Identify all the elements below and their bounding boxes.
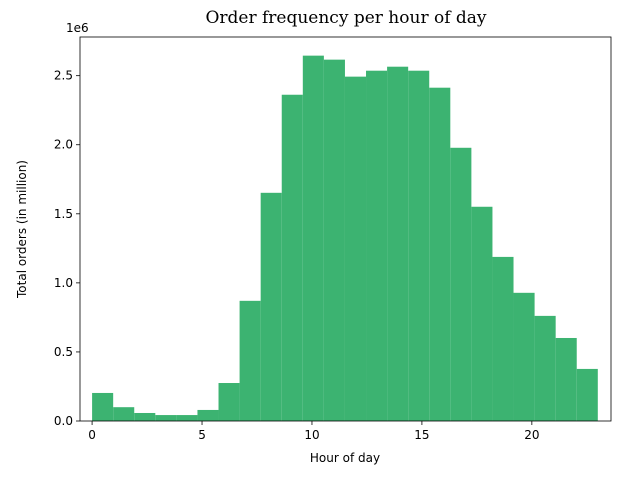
x-tick-label: 15 [414,428,429,442]
bar [218,383,240,421]
y-tick-label: 1.0 [54,276,73,290]
x-tick-label: 5 [198,428,206,442]
bar [450,147,472,422]
bar [492,256,514,421]
y-tick-label: 1.5 [54,207,73,221]
bar [176,415,198,421]
bar [408,70,430,421]
bar [92,392,114,421]
x-tick-label: 0 [88,428,96,442]
y-tick-label: 0.0 [54,414,73,428]
chart-title: Order frequency per hour of day [205,8,486,28]
bar [113,407,135,421]
y-tick-label: 0.5 [54,345,73,359]
bar [323,59,345,422]
bar [534,315,556,421]
y-tick-label: 2.0 [54,138,73,152]
bar [344,76,367,422]
bar [366,70,388,421]
y-offset-label: 1e6 [66,21,89,35]
bar [155,415,177,421]
bar [576,368,598,421]
bar [260,192,282,421]
bar [429,87,451,421]
bar [302,55,324,421]
plot-frame [79,36,612,422]
y-tick-label: 2.5 [54,69,73,83]
x-axis-label: Hour of day [310,451,380,465]
bar [239,300,261,421]
bar [134,412,156,421]
x-tick-label: 10 [304,428,319,442]
y-axis-label: Total orders (in million) [15,160,29,299]
bar [197,409,219,421]
bar [387,66,409,421]
bar [281,94,303,421]
x-tick-label: 20 [524,428,539,442]
bar [471,206,493,421]
bar [513,292,535,421]
bar [555,337,577,421]
